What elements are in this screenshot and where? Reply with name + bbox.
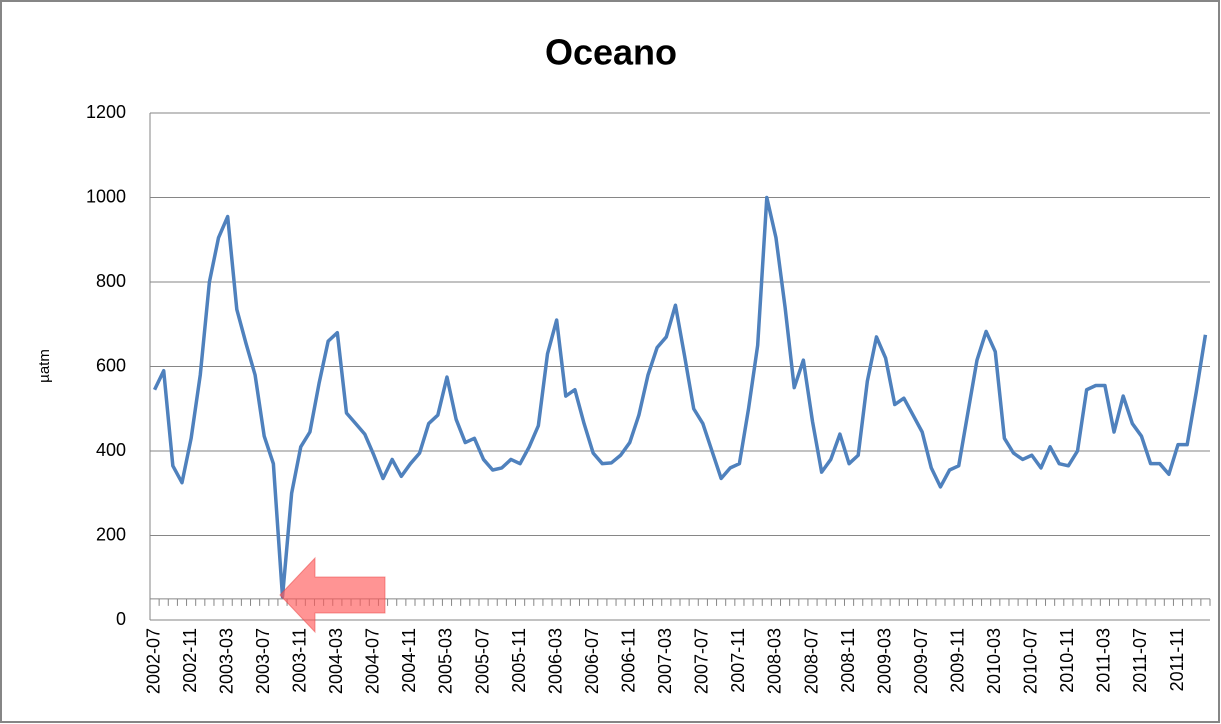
x-tick-label: 2009-07 <box>911 628 931 694</box>
x-tick-label: 2003-11 <box>290 628 310 693</box>
annotation-arrow <box>279 556 386 634</box>
x-tick-label: 2004-11 <box>399 628 419 693</box>
x-tick-label: 2008-03 <box>765 628 785 694</box>
x-tick-label: 2002-07 <box>143 628 163 694</box>
y-tick-label: 0 <box>116 609 126 629</box>
x-tick-label: 2007-03 <box>655 628 675 694</box>
x-tick-label: 2006-03 <box>545 628 565 694</box>
x-tick-label: 2007-07 <box>692 628 712 694</box>
x-tick-label: 2002-11 <box>180 628 200 693</box>
y-axis-label: µatm <box>36 349 53 383</box>
x-tick-label: 2003-07 <box>253 628 273 694</box>
y-tick-label: 600 <box>96 355 126 375</box>
x-tick-label: 2011-11 <box>1167 628 1187 691</box>
x-tick-label: 2010-03 <box>984 628 1004 694</box>
y-tick-label: 200 <box>96 524 126 544</box>
y-tick-label: 1000 <box>86 186 126 206</box>
x-tick-label: 2004-07 <box>363 628 383 694</box>
x-tick-label: 2009-03 <box>874 628 894 694</box>
x-tick-label: 2008-07 <box>801 628 821 694</box>
plot-area: 0 200 400 600 800 1000 1200 2002-07 2002-11 2003-… <box>86 102 1211 694</box>
x-tick-label: 2008-11 <box>838 628 858 693</box>
x-tick-label: 2003-03 <box>216 628 236 694</box>
x-tick-label: 2007-11 <box>728 628 748 693</box>
y-tick-label: 400 <box>96 440 126 460</box>
x-tick-label: 2006-07 <box>582 628 602 694</box>
x-tick-label: 2009-11 <box>947 628 967 693</box>
x-tick-label: 2005-11 <box>509 628 529 693</box>
x-tick-label: 2005-07 <box>472 628 492 694</box>
y-tick-label: 1200 <box>86 102 126 122</box>
x-tick-label: 2011-03 <box>1094 628 1114 693</box>
x-tick-label: 2010-07 <box>1021 628 1041 694</box>
x-tick-label: 2010-11 <box>1057 628 1077 693</box>
y-tick-label: 800 <box>96 271 126 291</box>
x-tick-label: 2011-07 <box>1130 628 1150 693</box>
x-tick-label: 2006-11 <box>618 628 638 693</box>
x-tick-label: 2005-03 <box>436 628 456 694</box>
chart-title: Oceano <box>545 32 677 73</box>
data-line <box>152 195 1208 599</box>
x-tick-label: 2004-03 <box>326 628 346 694</box>
